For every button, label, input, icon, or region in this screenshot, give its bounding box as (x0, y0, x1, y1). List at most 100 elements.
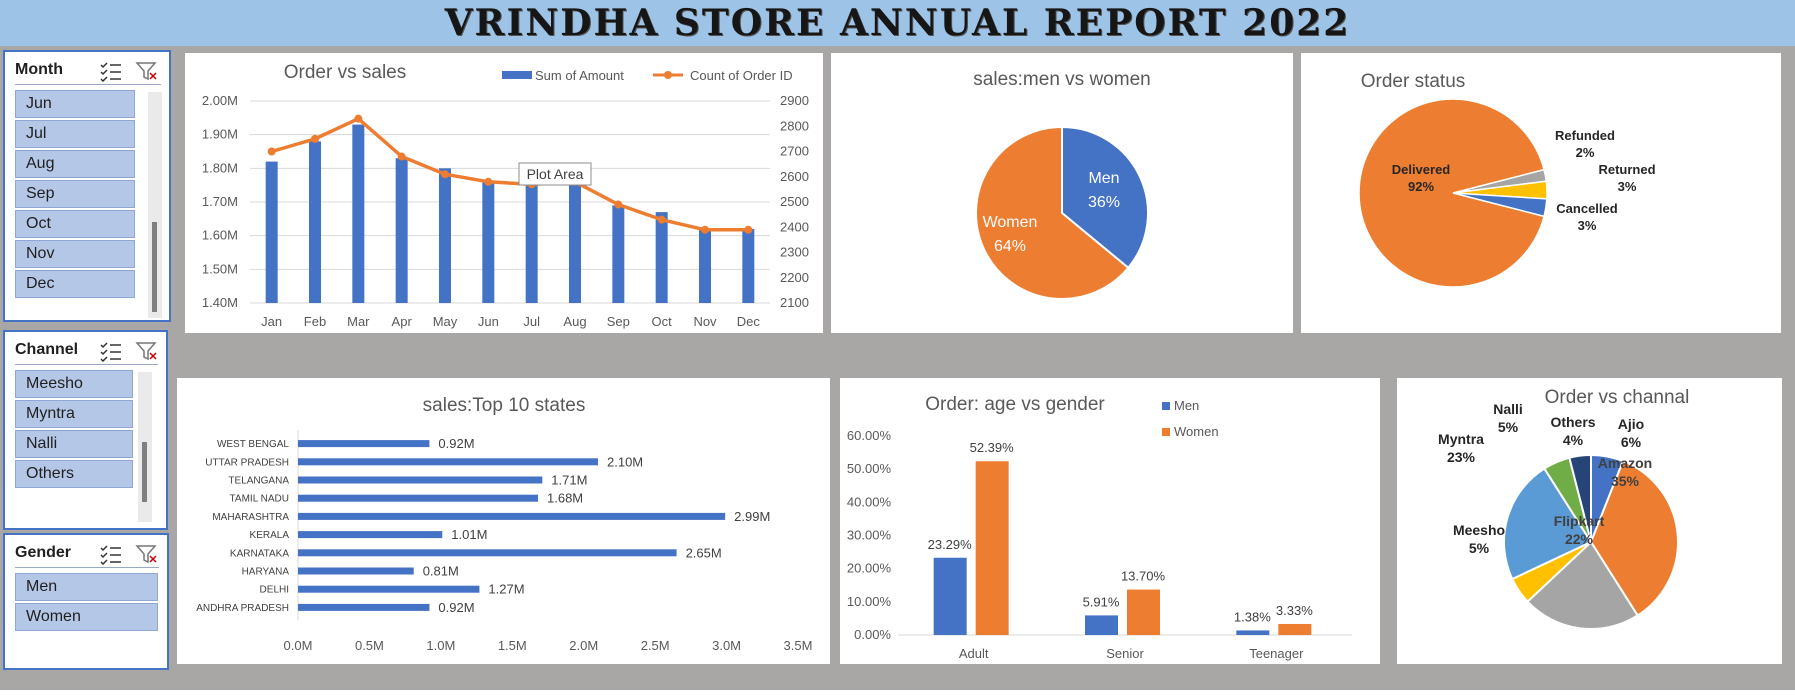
month-slicer[interactable]: Month Jun Jul Aug Sep Oct Nov Dec (3, 50, 171, 322)
legend-label-men: Men (1174, 398, 1199, 413)
x-tick-label: 1.5M (498, 638, 527, 653)
multi-select-icon[interactable] (99, 543, 123, 565)
gender-slicer-title: Gender (15, 544, 72, 561)
slicer-item-aug[interactable]: Aug (15, 150, 135, 178)
legend-label-orders: Count of Order ID (690, 68, 793, 83)
y-right-tick: 2900 (780, 93, 809, 108)
x-tick-label: 3.0M (712, 638, 741, 653)
y-right-tick: 2300 (780, 245, 809, 260)
slicer-item-nov[interactable]: Nov (15, 240, 135, 268)
marker-order-count-apr (397, 152, 406, 161)
x-tick-label: Adult (959, 646, 989, 661)
legend-marker-orders (664, 71, 672, 79)
x-tick-label: Sep (607, 314, 630, 329)
x-tick-label: Oct (652, 314, 673, 329)
slicer-item-jul[interactable]: Jul (15, 120, 135, 148)
legend-swatch-amount (502, 71, 532, 79)
slice-label-others: Others (1550, 414, 1595, 430)
data-label: 3.33% (1276, 603, 1313, 618)
month-slicer-scrollbar[interactable] (148, 92, 162, 318)
bar-amount-may (439, 168, 451, 303)
x-tick-label: Dec (737, 314, 761, 329)
slicer-item-dec[interactable]: Dec (15, 270, 135, 298)
gender-slicer-header: Gender (15, 541, 159, 568)
order-vs-sales-panel: Order vs sales Sum of Amount Count of Orde… (185, 53, 823, 333)
marker-order-count-nov (701, 225, 709, 234)
slicer-item-women[interactable]: Women (15, 603, 158, 631)
slicer-item-oct[interactable]: Oct (15, 210, 135, 238)
chart-title: Order: age vs gender (925, 394, 1105, 415)
gender-slicer[interactable]: Gender Men Women (3, 533, 169, 670)
bar-men-teenager (1236, 630, 1270, 635)
slicer-item-jun[interactable]: Jun (15, 90, 135, 118)
bar-amount-jun (482, 181, 495, 303)
x-tick-label: Jul (523, 314, 540, 329)
x-tick-label: Apr (392, 314, 413, 329)
order-status-chart: Order status Delivered 92% Refunded 2%Return… (1358, 71, 1656, 288)
sheet-bottom-strip (0, 690, 1795, 696)
report-banner: VRINDHA STORE ANNUAL REPORT 2022 (0, 0, 1795, 46)
plot-area-tooltip (518, 162, 592, 186)
clear-filter-icon[interactable] (135, 543, 159, 565)
bar-amount-oct (655, 212, 668, 303)
slicer-item-meesho[interactable]: Meesho (15, 370, 133, 398)
men-vs-women-chart: sales:men vs women Men 36% Women 64% (973, 69, 1151, 300)
x-tick-label: Teenager (1249, 646, 1304, 661)
y-left-tick: 1.60M (202, 228, 238, 243)
bar-state-tamil-nadu (298, 494, 538, 502)
data-label: 0.92M (438, 600, 474, 615)
pie-slice-delivered (1358, 98, 1545, 288)
bar-amount-jan (265, 161, 278, 303)
month-slicer-title: Month (15, 61, 63, 78)
slicer-item-nalli[interactable]: Nalli (15, 430, 133, 458)
pie-slice-men (1061, 125, 1149, 270)
y-right-tick: 2400 (780, 219, 809, 234)
pie-slice-myntra (1503, 467, 1593, 581)
data-label: 0.92M (438, 436, 474, 451)
legend-label-amount: Sum of Amount (535, 68, 624, 83)
bar-state-telangana (298, 476, 543, 484)
slicer-item-men[interactable]: Men (15, 573, 158, 601)
slice-label-refunded: Refunded (1555, 128, 1615, 143)
data-label: 1.38% (1234, 609, 1271, 624)
slicer-item-others[interactable]: Others (15, 460, 133, 488)
multi-select-icon[interactable] (99, 60, 123, 82)
bar-state-west-bengal (298, 440, 430, 448)
pie-slice-women (975, 125, 1130, 300)
month-slicer-scroll-thumb[interactable] (152, 222, 157, 312)
slicer-item-sep[interactable]: Sep (15, 180, 135, 208)
x-tick-label: Aug (563, 314, 586, 329)
y-tick-label: 0.00% (854, 627, 891, 642)
channel-slicer-header: Channel (15, 338, 158, 365)
bar-amount-apr (395, 158, 408, 303)
chart-title: sales:Top 10 states (423, 395, 586, 416)
channel-slicer-scroll-thumb[interactable] (142, 442, 147, 502)
multi-select-icon[interactable] (99, 340, 123, 362)
slice-value-flipkart: 22% (1565, 531, 1594, 547)
bar-state-kerala (298, 531, 443, 539)
slice-value-meesho: 5% (1469, 540, 1490, 556)
slice-value-returned: 3% (1618, 179, 1637, 194)
chart-title: sales:men vs women (973, 69, 1150, 90)
y-left-tick: 2.00M (202, 93, 238, 108)
slicer-item-myntra[interactable]: Myntra (15, 400, 133, 428)
bar-men-adult (933, 557, 967, 635)
data-label: 13.70% (1121, 569, 1166, 584)
slice-value-myntra: 23% (1447, 449, 1476, 465)
x-tick-label: 1.0M (426, 638, 455, 653)
y-left-tick: 1.80M (202, 160, 238, 175)
x-tick-label: 2.5M (641, 638, 670, 653)
clear-filter-icon[interactable] (135, 340, 159, 362)
clear-filter-icon[interactable] (135, 60, 159, 82)
y-tick-label: WEST BENGAL (217, 439, 289, 450)
report-title: VRINDHA STORE ANNUAL REPORT 2022 (444, 2, 1351, 44)
bar-amount-mar (352, 124, 365, 303)
data-label: 1.01M (451, 527, 487, 542)
legend-swatch-women (1162, 428, 1170, 436)
channel-slicer-scrollbar[interactable] (138, 372, 152, 522)
channel-slicer-title: Channel (15, 341, 79, 358)
legend-swatch-men (1162, 402, 1170, 410)
x-tick-label: Jun (478, 314, 499, 329)
bar-women-senior (1127, 589, 1160, 635)
channel-slicer[interactable]: Channel Meesho Myntra Nalli Others (3, 330, 168, 530)
